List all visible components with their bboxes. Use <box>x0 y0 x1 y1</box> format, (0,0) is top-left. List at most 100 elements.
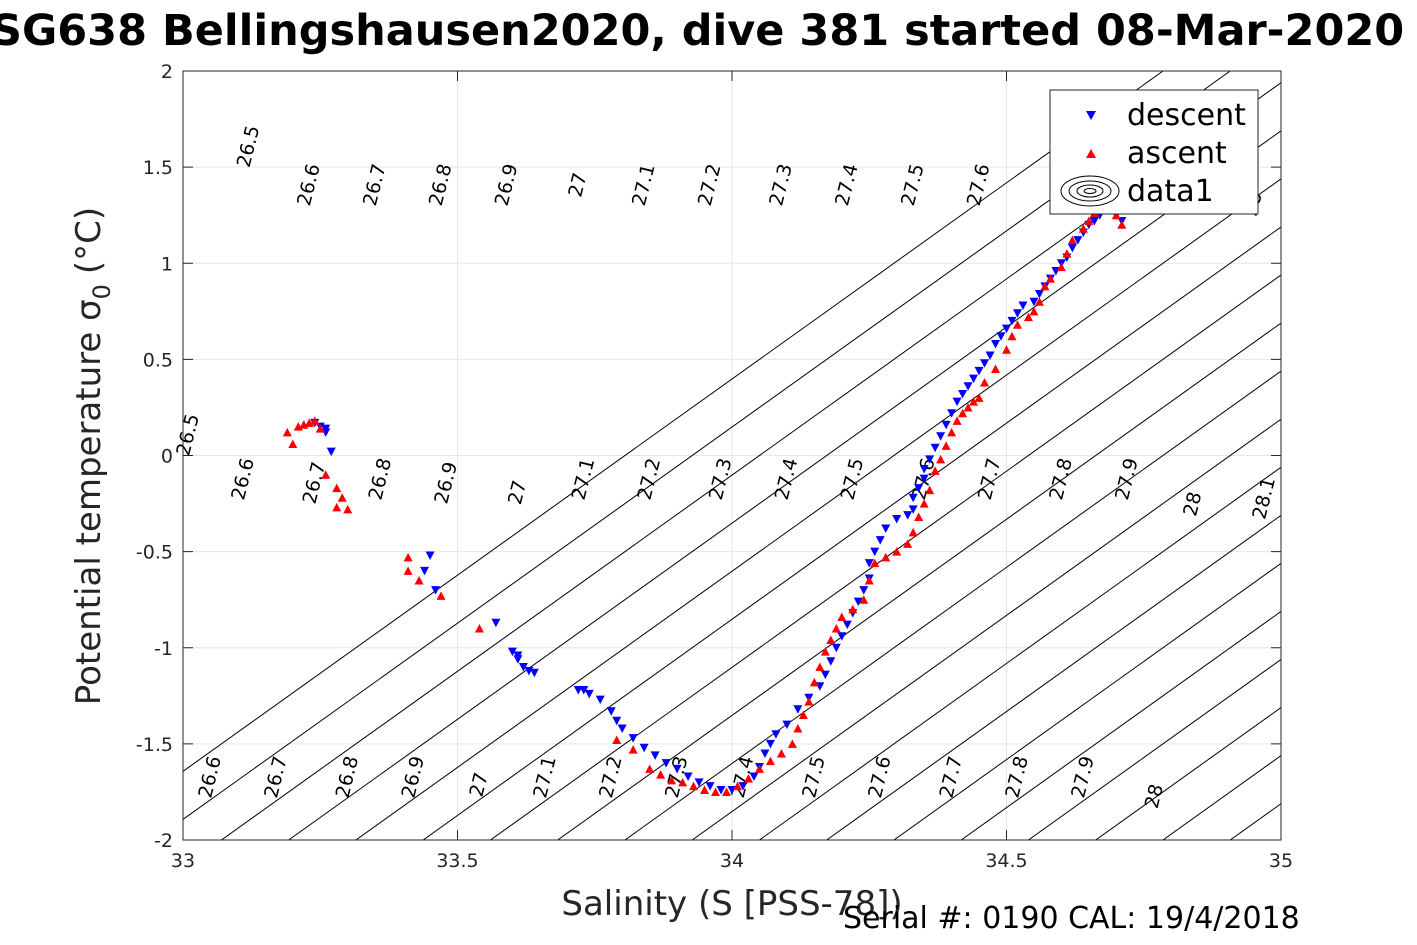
descent-point-37 <box>771 730 781 739</box>
descent-point-69 <box>963 382 973 391</box>
x-tick-label-2: 34 <box>720 850 744 872</box>
ascent-point-42 <box>848 604 858 614</box>
y-tick-label-7: 1.5 <box>143 157 173 179</box>
descent-point-36 <box>765 739 775 749</box>
descent-point-66 <box>947 409 957 418</box>
contour-icon <box>1060 175 1120 207</box>
y-axis-title-unit: (°C) <box>69 207 109 274</box>
ascent-point-32 <box>787 739 797 748</box>
descent-point-55 <box>892 514 902 524</box>
descent-point-59 <box>914 484 924 493</box>
ascent-point-27 <box>732 781 742 791</box>
ascent-point-22 <box>678 777 688 787</box>
contour-line-11 <box>826 514 1281 840</box>
ascent-point-20 <box>656 770 666 779</box>
ascent-point-50 <box>914 512 924 522</box>
ascent-point-44 <box>864 575 874 585</box>
ascent-point-30 <box>765 756 775 766</box>
descent-point-71 <box>974 366 984 376</box>
ascent-point-28 <box>743 773 753 783</box>
descent-point-17 <box>584 689 594 699</box>
descent-point-62 <box>925 455 935 464</box>
axis-ticks: 33 33.5 34 34.5 35 -2 -1.5 -1 -0.5 0 0.5 1 1.5 2 <box>136 61 1293 872</box>
descent-point-29 <box>705 782 715 791</box>
descent-point-39 <box>793 705 803 714</box>
ascent-point-64 <box>1002 345 1011 354</box>
descent-point-67 <box>952 397 962 407</box>
y-tick-label-6: 1 <box>161 253 173 275</box>
descent-point-80 <box>1029 297 1039 307</box>
descent-point-30 <box>716 786 726 795</box>
ascent-point-74 <box>1067 235 1077 245</box>
ascent-point-49 <box>908 527 918 537</box>
descent-point-27 <box>683 772 693 782</box>
descent-point-74 <box>991 339 1001 349</box>
legend[interactable]: descent ascent data1 <box>1049 89 1259 215</box>
descent-point-25 <box>661 759 671 768</box>
contour-line-7 <box>557 322 1281 840</box>
contour-line-10 <box>759 466 1281 840</box>
descent-point-5 <box>425 551 435 560</box>
descent-point-4 <box>326 447 336 457</box>
ascent-point-8 <box>332 483 342 493</box>
descent-point-45 <box>837 632 847 641</box>
ascent-point-29 <box>754 764 764 773</box>
ascent-point-26 <box>722 787 732 796</box>
descent-point-73 <box>985 351 995 361</box>
descent-point-9 <box>507 647 517 657</box>
ascent-point-21 <box>667 775 677 785</box>
ascent-point-71 <box>1045 274 1055 283</box>
ascent-point-63 <box>991 364 1001 373</box>
descent-point-21 <box>617 724 627 733</box>
ascent-point-0 <box>282 427 292 437</box>
descent-point-68 <box>958 389 968 399</box>
descent-point-78 <box>1012 309 1022 318</box>
descent-point-35 <box>760 749 770 758</box>
ascent-point-55 <box>941 441 951 450</box>
contour-line-5 <box>422 226 1281 840</box>
descent-point-53 <box>875 536 885 545</box>
descent-point-65 <box>941 420 951 430</box>
descent-point-48 <box>853 597 863 607</box>
ascent-point-16 <box>474 624 484 633</box>
descent-point-57 <box>908 505 918 514</box>
descent-point-49 <box>859 586 869 595</box>
ascent-point-79 <box>1111 210 1121 220</box>
contour-line-13 <box>960 610 1281 840</box>
y-tick-label-4: 0 <box>161 446 173 468</box>
ascent-point-75 <box>1078 224 1088 233</box>
descent-point-19 <box>606 707 616 716</box>
ascent-point-19 <box>645 764 655 773</box>
ascent-point-76 <box>1084 216 1094 225</box>
legend-box <box>1049 89 1259 215</box>
descent-point-44 <box>831 643 841 653</box>
y-tick-label-5: 0.5 <box>143 349 173 371</box>
ascent-point-38 <box>820 647 830 656</box>
ascent-point-15 <box>436 591 446 600</box>
ascent-point-33 <box>793 723 803 733</box>
ascent-point-62 <box>980 377 990 387</box>
ascent-point-70 <box>1040 281 1050 291</box>
descent-series <box>310 211 1127 795</box>
ascent-point-67 <box>1023 312 1033 322</box>
x-axis-title: Salinity (S [PSS-78]) <box>561 884 902 924</box>
ascent-point-34 <box>798 710 808 720</box>
descent-point-16 <box>579 686 589 695</box>
ascent-point-37 <box>815 662 825 671</box>
ascent-point-7 <box>321 470 331 479</box>
legend-data1-label: data1 <box>1127 174 1214 209</box>
descent-point-23 <box>639 743 649 753</box>
ascent-point-51 <box>919 499 929 508</box>
ascent-point-18 <box>628 745 638 754</box>
descent-point-38 <box>782 720 792 730</box>
descent-point-12 <box>518 662 528 672</box>
descent-point-87 <box>1067 243 1077 253</box>
ascent-point-72 <box>1056 262 1066 272</box>
ascent-point-17 <box>612 735 622 745</box>
legend-descent-marker <box>1086 111 1096 120</box>
serial-cal-label: Serial #: 0190 CAL: 19/4/2018 <box>843 901 1300 936</box>
descent-point-20 <box>612 716 622 726</box>
descent-point-22 <box>628 734 638 743</box>
ascent-point-5 <box>310 416 320 425</box>
x-tick-label-3: 34.5 <box>985 850 1027 872</box>
